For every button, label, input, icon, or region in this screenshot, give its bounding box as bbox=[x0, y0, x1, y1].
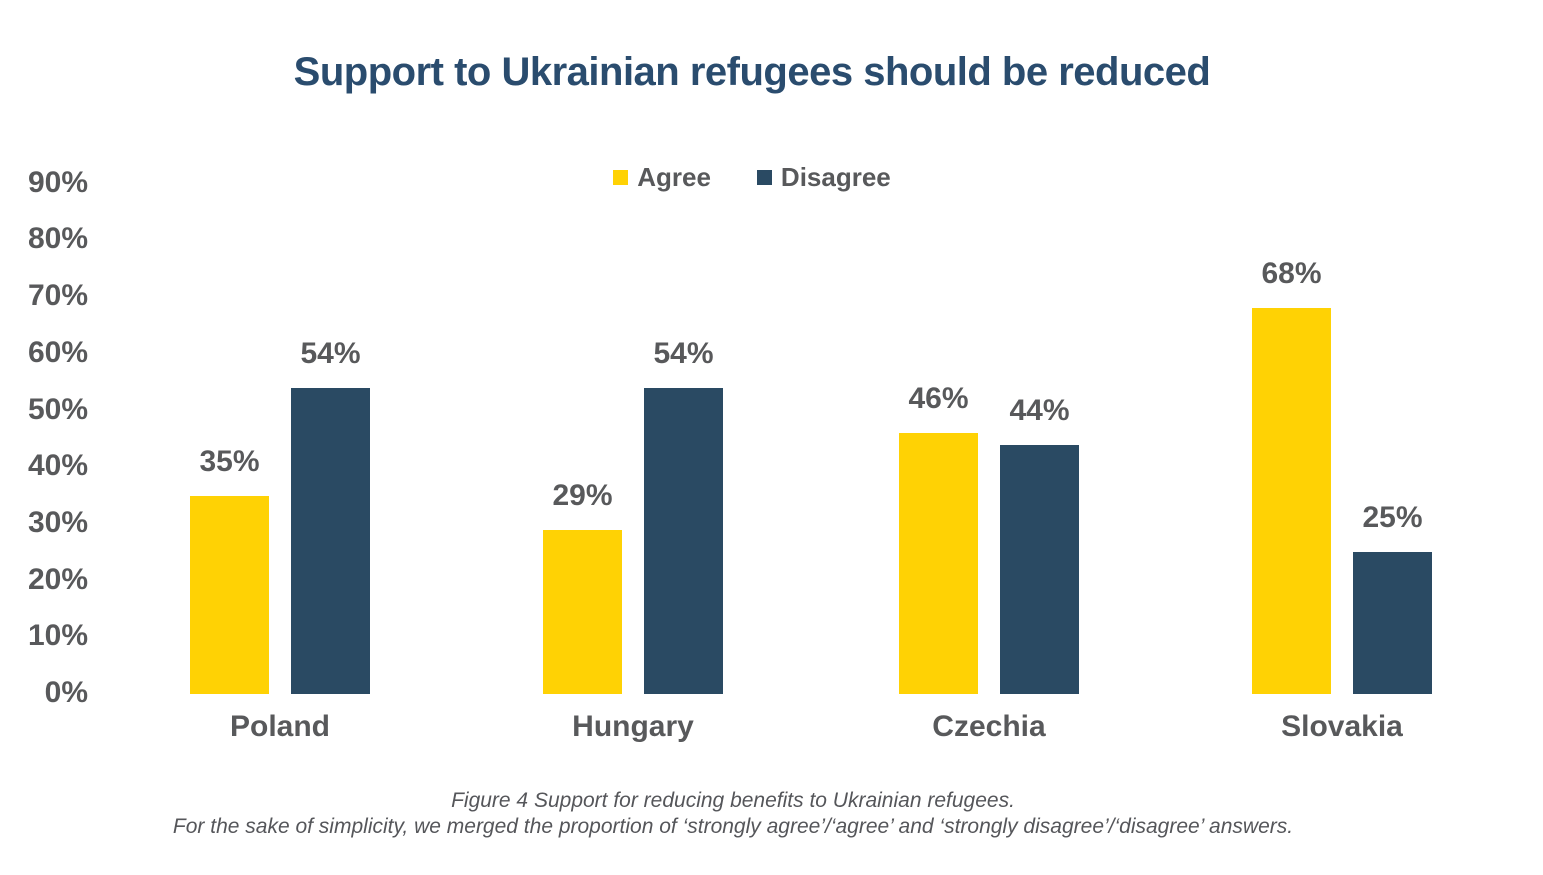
y-axis-tick-label: 90% bbox=[27, 165, 88, 199]
y-axis-tick-label: 40% bbox=[27, 449, 88, 483]
y-axis-tick-label: 10% bbox=[27, 619, 88, 653]
legend: Agree Disagree bbox=[0, 162, 1504, 193]
bar-agree-poland bbox=[190, 495, 269, 694]
bar-value-label-disagree-slovakia: 25% bbox=[1362, 501, 1423, 535]
bar-agree-czechia bbox=[899, 433, 978, 694]
category-label-czechia: Czechia bbox=[932, 710, 1046, 743]
bar-value-label-agree-slovakia: 68% bbox=[1261, 257, 1322, 291]
y-axis-tick-label: 70% bbox=[27, 279, 88, 313]
y-axis-tick-label: 20% bbox=[27, 562, 88, 596]
bar-value-label-agree-hungary: 29% bbox=[552, 478, 613, 512]
bar-value-label-agree-poland: 35% bbox=[199, 444, 260, 478]
disagree-swatch-icon bbox=[756, 170, 772, 185]
y-axis-tick-label: 60% bbox=[27, 335, 88, 369]
bar-value-label-disagree-czechia: 44% bbox=[1009, 393, 1070, 427]
bar-agree-slovakia bbox=[1252, 308, 1331, 694]
y-axis-tick-label: 30% bbox=[27, 505, 88, 539]
figure-caption: Figure 4 Support for reducing benefits t… bbox=[0, 788, 1466, 840]
category-label-hungary: Hungary bbox=[572, 710, 694, 743]
y-axis-tick-label: 80% bbox=[27, 222, 88, 256]
bar-value-label-agree-czechia: 46% bbox=[908, 382, 969, 416]
legend-item-agree: Agree bbox=[613, 162, 711, 193]
y-axis-tick-label: 0% bbox=[44, 676, 88, 709]
bar-disagree-poland bbox=[291, 387, 370, 694]
figure-caption-line-2: For the sake of simplicity, we merged th… bbox=[172, 815, 1294, 838]
category-label-poland: Poland bbox=[229, 710, 330, 743]
bar-value-label-disagree-poland: 54% bbox=[300, 336, 361, 370]
bar-disagree-slovakia bbox=[1353, 552, 1432, 694]
bar-disagree-hungary bbox=[644, 387, 723, 694]
legend-label-agree: Agree bbox=[637, 162, 711, 192]
legend-label-disagree: Disagree bbox=[780, 162, 891, 192]
figure-caption-line-1: Figure 4 Support for reducing benefits t… bbox=[451, 789, 1015, 812]
bar-agree-hungary bbox=[543, 529, 622, 694]
agree-swatch-icon bbox=[613, 170, 629, 185]
chart-title: Support to Ukrainian refugees should be … bbox=[293, 50, 1211, 94]
bar-value-label-disagree-hungary: 54% bbox=[653, 336, 714, 370]
legend-item-disagree: Disagree bbox=[756, 162, 891, 193]
y-axis-tick-label: 50% bbox=[27, 392, 88, 426]
bar-disagree-czechia bbox=[1000, 444, 1079, 694]
category-label-slovakia: Slovakia bbox=[1281, 710, 1403, 743]
